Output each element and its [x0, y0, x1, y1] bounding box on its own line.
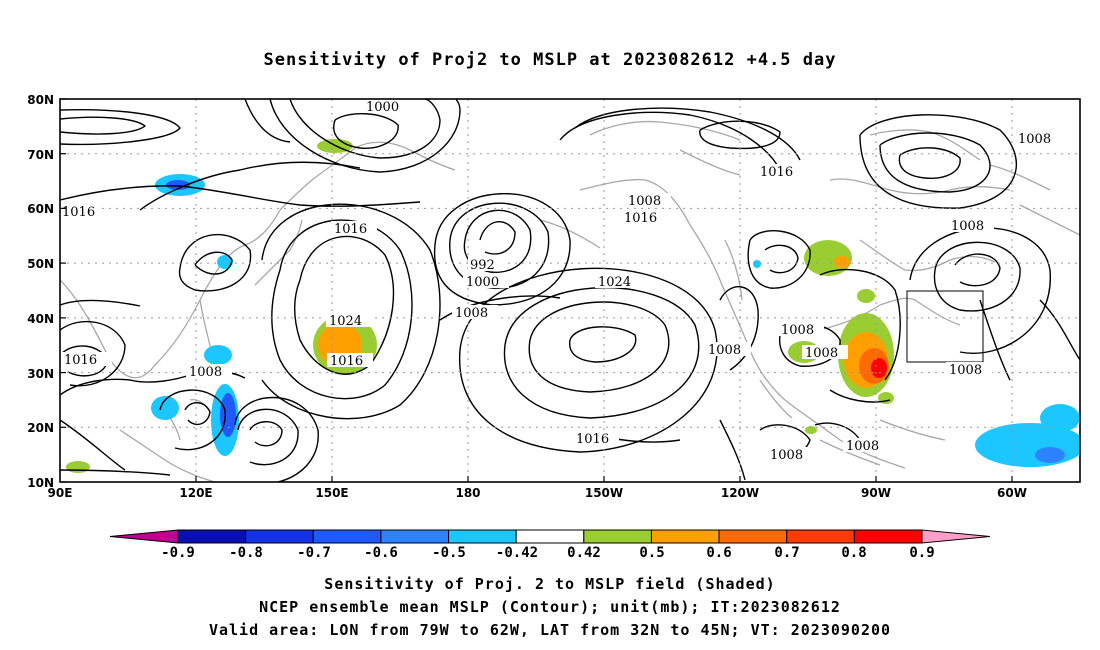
colorbar-label: 0.8 [841, 545, 866, 561]
colorbar-min-arrow [109, 529, 179, 544]
contour-labels: 1000 1016 1008 1016 1008 1016 1008 1008 … [60, 99, 1061, 463]
contour-label: 1008 [805, 346, 838, 361]
colorbar-swatch [650, 529, 720, 544]
tick-marks [60, 98, 1013, 483]
contour-label: 1008 [949, 363, 982, 378]
x-tick-label: 90W [861, 486, 891, 500]
contour-label: 1016 [64, 353, 97, 368]
x-tick-label: 150W [585, 486, 623, 500]
contour-label: 1008 [770, 448, 803, 463]
colorbar-swatch [380, 529, 450, 544]
colorbar-label: -0.5 [432, 545, 466, 561]
colorbar-label: 0.6 [706, 545, 731, 561]
chart-title: Sensitivity of Proj2 to MSLP at 20230826… [263, 50, 837, 70]
colorbar-label: 0.5 [639, 545, 664, 561]
colorbar-swatch [245, 529, 314, 544]
y-tick-label: 20N [27, 421, 54, 435]
colorbar-labels: -0.9 -0.8 -0.7 -0.6 -0.5 -0.42 0.42 0.5 … [161, 545, 935, 561]
colorbar-swatch [312, 529, 382, 544]
y-tick-label: 80N [27, 93, 54, 107]
contour-label: 1008 [781, 323, 814, 338]
y-tick-label: 40N [27, 312, 54, 326]
colorbar-label: -0.42 [496, 545, 538, 561]
colorbar-swatch [515, 529, 585, 544]
x-tick-label: 150E [315, 486, 348, 500]
sensitivity-shading [66, 139, 1080, 473]
contour-label: 1016 [62, 205, 95, 220]
colorbar-label: 0.9 [909, 545, 934, 561]
y-tick-label: 10N [27, 476, 54, 490]
contour-label: 1008 [455, 306, 488, 321]
x-tick-label: 120W [721, 486, 759, 500]
x-tick-label: 180 [455, 486, 480, 500]
colorbar-swatch [786, 529, 855, 544]
contour-label: 1016 [624, 211, 657, 226]
contour-label: 1024 [598, 275, 631, 290]
contour-label: 1016 [576, 432, 609, 447]
contour-label: 1008 [846, 439, 879, 454]
y-axis-labels: 80N 70N 60N 50N 40N 30N 20N 10N [27, 93, 54, 490]
contour-label: 1016 [760, 165, 793, 180]
caption-line-1: Sensitivity of Proj. 2 to MSLP field (Sh… [324, 575, 776, 593]
contour-label: 1024 [329, 314, 362, 329]
colorbar-label: -0.8 [229, 545, 263, 561]
contour-label: 1000 [366, 100, 399, 115]
colorbar-label: -0.6 [364, 545, 398, 561]
caption-line-2: NCEP ensemble mean MSLP (Contour); unit(… [259, 598, 841, 616]
colorbar-label: 0.7 [774, 545, 799, 561]
y-tick-label: 30N [27, 367, 54, 381]
colorbar-swatch [177, 529, 247, 544]
colorbar-label: 0.42 [567, 545, 601, 561]
colorbar [109, 529, 991, 544]
x-tick-label: 120E [179, 486, 212, 500]
colorbar-swatch [448, 529, 517, 544]
contour-label: 1008 [189, 365, 222, 380]
contour-label: 1008 [951, 219, 984, 234]
colorbar-max-arrow [921, 529, 991, 544]
colorbar-label: -0.7 [297, 545, 331, 561]
colorbar-swatch [718, 529, 788, 544]
contour-label: 1008 [708, 343, 741, 358]
contour-label: 1016 [334, 222, 367, 237]
contour-label: 1008 [628, 194, 661, 209]
x-axis-labels: 90E 120E 150E 180 150W 120W 90W 60W [48, 486, 1027, 500]
map-plot-area: 1000 1016 1008 1016 1008 1016 1008 1008 … [60, 99, 1080, 482]
colorbar-swatch [583, 529, 652, 544]
mslp-contours [60, 99, 1080, 482]
caption-line-3: Valid area: LON from 79W to 62W, LAT fro… [208, 621, 892, 639]
y-tick-label: 70N [27, 148, 54, 162]
y-tick-label: 60N [27, 202, 54, 216]
coastlines [60, 120, 1080, 482]
x-tick-label: 90E [48, 486, 73, 500]
contour-label: 1016 [330, 354, 363, 369]
colorbar-swatch [853, 529, 923, 544]
valid-area-box [906, 290, 984, 363]
contour-label: 1008 [1018, 132, 1051, 147]
colorbar-label: -0.9 [161, 545, 195, 561]
contour-label: 992 [470, 258, 495, 273]
x-tick-label: 60W [997, 486, 1027, 500]
y-tick-label: 50N [27, 257, 54, 271]
contour-label: 1000 [466, 275, 499, 290]
plot-frame [59, 98, 1081, 483]
